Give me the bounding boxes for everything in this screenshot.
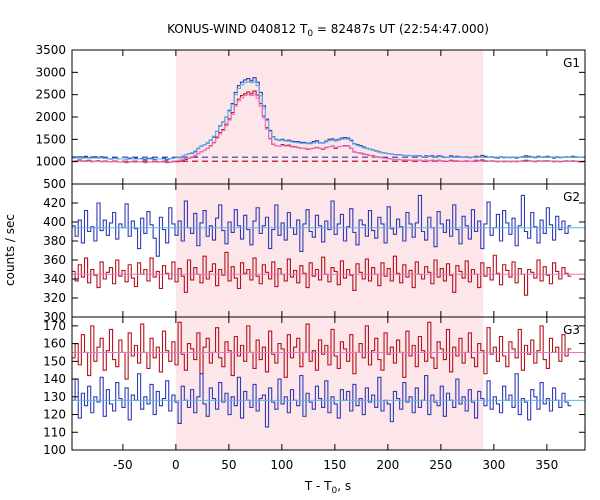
highlight-interval xyxy=(175,317,484,450)
x-tick-label: 300 xyxy=(482,458,505,472)
x-axis-label: T - T0, s xyxy=(304,479,351,496)
x-tick-label: 50 xyxy=(221,458,236,472)
y-tick-label: 300 xyxy=(43,310,66,324)
series-red-histogram xyxy=(72,321,572,380)
y-tick-label: 420 xyxy=(43,196,66,210)
y-tick-label: 150 xyxy=(43,354,66,368)
panel-label: G2 xyxy=(563,190,580,204)
y-tick-label: 500 xyxy=(43,177,66,191)
x-tick-label: 0 xyxy=(172,458,180,472)
y-tick-label: 140 xyxy=(43,372,66,386)
y-tick-label: 2000 xyxy=(35,110,66,124)
y-tick-label: 110 xyxy=(43,425,66,439)
panel-g3: 100 110 120 130 140 150 160 170 G3 xyxy=(43,316,586,457)
y-tick-label: 380 xyxy=(43,234,66,248)
panel-frame xyxy=(71,316,586,451)
chart-title: KONUS-WIND 040812 T0 = 82487s UT (22:54:… xyxy=(167,22,489,39)
panels-layer: 500100015002000250030003500G130032034036… xyxy=(35,43,586,472)
y-tick-label: 120 xyxy=(43,408,66,422)
series-group xyxy=(72,321,585,428)
y-tick-label: 400 xyxy=(43,215,66,229)
highlight-interval xyxy=(175,50,484,184)
y-tick-label: 100 xyxy=(43,443,66,457)
highlight-interval xyxy=(175,184,484,317)
series-blue-histogram xyxy=(72,194,572,257)
y-axis-label: counts / sec xyxy=(3,214,17,286)
y-tick-label: 360 xyxy=(43,253,66,267)
y-tick-label: 340 xyxy=(43,272,66,286)
series-group xyxy=(72,77,585,164)
series-cyan-histogram xyxy=(72,81,584,160)
x-tick-label: 350 xyxy=(535,458,558,472)
x-tick-label: 150 xyxy=(323,458,346,472)
series-red-histogram xyxy=(72,251,572,296)
x-tick-label: 100 xyxy=(270,458,293,472)
panel-label: G3 xyxy=(563,323,580,337)
y-tick-label: 1500 xyxy=(35,132,66,146)
series-blue-histogram xyxy=(72,373,572,428)
y-tick-label: 160 xyxy=(43,337,66,351)
panel-g1: 500 1000 1500 2000 2500 3000 3500 G1 xyxy=(35,43,586,191)
panel-label: G1 xyxy=(563,56,580,70)
x-tick-label: 200 xyxy=(376,458,399,472)
y-tick-label: 1000 xyxy=(35,155,66,169)
x-tick-label: -50 xyxy=(113,458,133,472)
x-tick-label: 250 xyxy=(429,458,452,472)
y-tick-label: 3500 xyxy=(35,43,66,57)
y-tick-label: 170 xyxy=(43,319,66,333)
panel-g2: 300 320 340 360 380 400 420 G2 xyxy=(43,183,586,324)
y-tick-label: 2500 xyxy=(35,88,66,102)
series-group xyxy=(72,194,585,296)
y-tick-label: 320 xyxy=(43,291,66,305)
y-tick-label: 3000 xyxy=(35,65,66,79)
y-tick-label: 130 xyxy=(43,390,66,404)
series-pink-histogram xyxy=(72,94,584,163)
